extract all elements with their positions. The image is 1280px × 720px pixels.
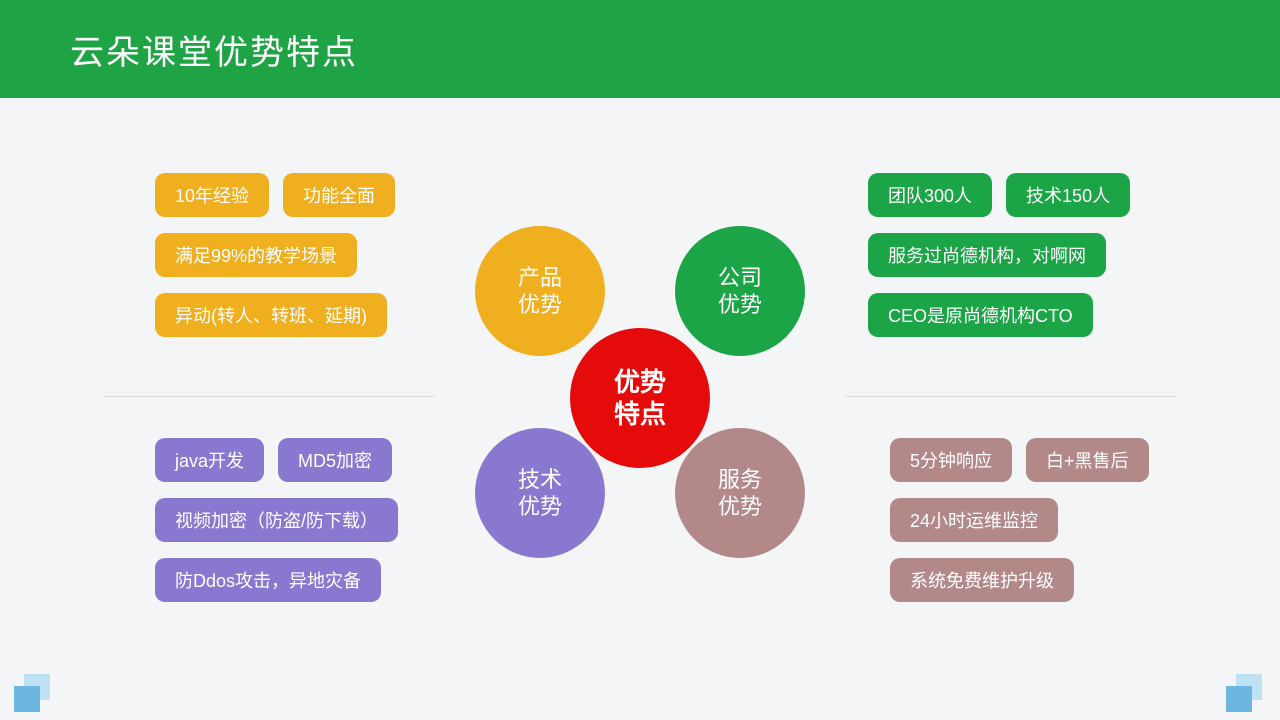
pill-row: 24小时运维监控 [890,498,1149,542]
petal-service-l2: 优势 [718,494,762,519]
pill-row: 10年经验功能全面 [155,173,395,217]
pill-product: 10年经验 [155,173,269,217]
pill-service: 系统免费维护升级 [890,558,1074,602]
pill-tech: MD5加密 [278,438,392,482]
pill-row: 视频加密（防盗/防下载） [155,498,398,542]
corner-deco-bl [14,674,54,714]
petal-company: 公司优势 [675,226,805,356]
pill-row: 团队300人技术150人 [868,173,1130,217]
petal-tech: 技术优势 [475,428,605,558]
pill-product: 满足99%的教学场景 [155,233,357,277]
petal-company-l1: 公司 [718,265,762,290]
divider-right [846,396,1176,397]
petal-service-l1: 服务 [718,467,762,492]
group-tech: java开发 MD5加密视频加密（防盗/防下载） 防Ddos攻击，异地灾备 [155,438,398,602]
pill-row: CEO是原尚德机构CTO [868,293,1130,337]
divider-left [104,396,434,397]
pill-company: CEO是原尚德机构CTO [868,293,1093,337]
group-product: 10年经验功能全面满足99%的教学场景异动(转人、转班、延期) [155,173,395,337]
pill-row: 服务过尚德机构，对啊网 [868,233,1130,277]
corner-deco-br [1226,674,1266,714]
pill-row: 异动(转人、转班、延期) [155,293,395,337]
petal-tech-l1: 技术 [518,467,562,492]
center-l2: 特点 [614,399,666,429]
pill-company: 团队300人 [868,173,992,217]
petal-product-l2: 优势 [518,292,562,317]
center-l1: 优势 [614,367,666,397]
header-bar: 云朵课堂优势特点 [0,0,1280,98]
pill-row: 系统免费维护升级 [890,558,1149,602]
group-service: 5分钟响应白+黑售后 24小时运维监控系统免费维护升级 [890,438,1149,602]
pill-row: 5分钟响应白+黑售后 [890,438,1149,482]
pill-tech: 视频加密（防盗/防下载） [155,498,398,542]
pill-row: 防Ddos攻击，异地灾备 [155,558,398,602]
pill-company: 技术150人 [1006,173,1130,217]
pill-tech: 防Ddos攻击，异地灾备 [155,558,381,602]
pill-product: 异动(转人、转班、延期) [155,293,387,337]
petal-service: 服务优势 [675,428,805,558]
pill-service: 白+黑售后 [1026,438,1149,482]
pill-service: 5分钟响应 [890,438,1012,482]
petal-company-l2: 优势 [718,292,762,317]
center-circle: 优势特点 [570,328,710,468]
pill-row: 满足99%的教学场景 [155,233,395,277]
pill-row: java开发 MD5加密 [155,438,398,482]
petal-tech-l2: 优势 [518,494,562,519]
page-title: 云朵课堂优势特点 [70,25,358,74]
petal-product: 产品优势 [475,226,605,356]
petal-product-l1: 产品 [518,265,562,290]
pill-product: 功能全面 [283,173,395,217]
pill-tech: java开发 [155,438,264,482]
pill-service: 24小时运维监控 [890,498,1058,542]
pill-company: 服务过尚德机构，对啊网 [868,233,1106,277]
group-company: 团队300人技术150人服务过尚德机构，对啊网CEO是原尚德机构CTO [868,173,1130,337]
diagram-stage: 产品优势 公司优势 技术优势 服务优势 优势特点 10年经验功能全面满足99%的… [0,98,1280,720]
